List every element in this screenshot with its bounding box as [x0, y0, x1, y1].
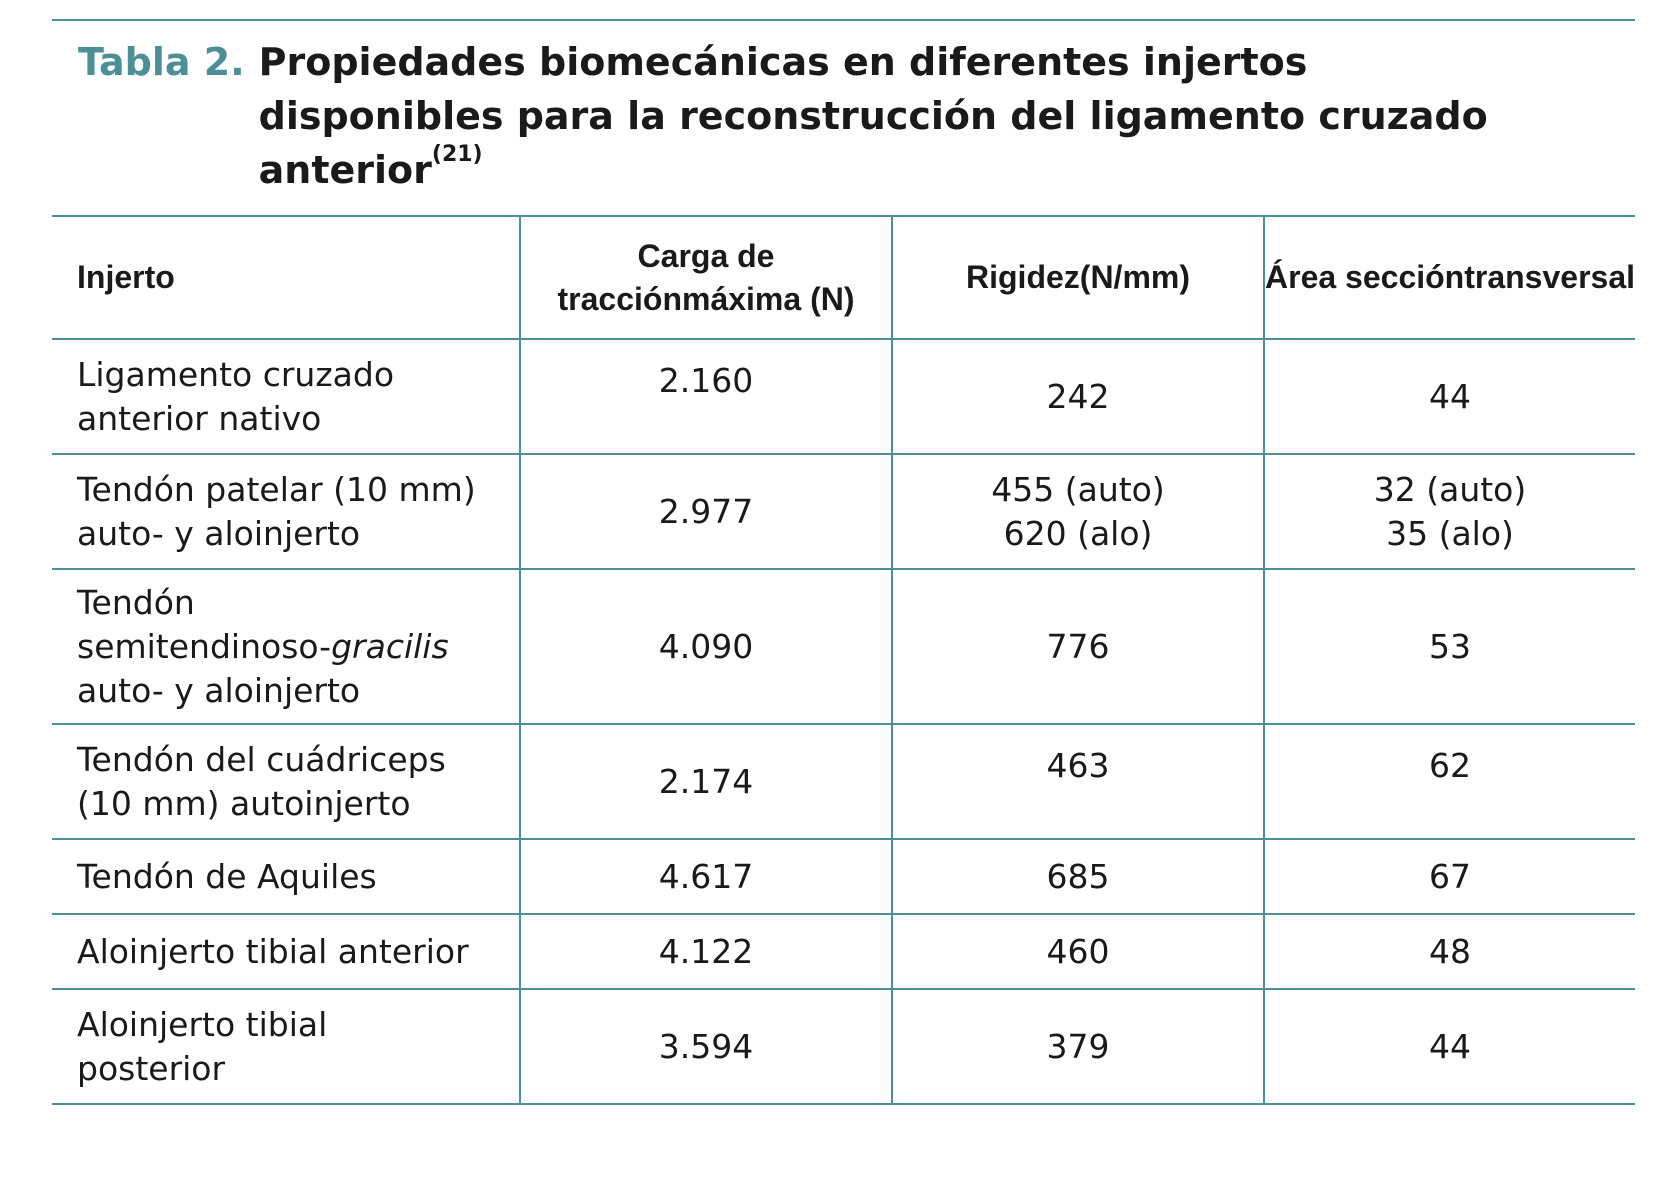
table-caption: Tabla 2. Propiedades biomecánicas en dif… — [78, 35, 1618, 197]
area-cell: 53 — [1263, 568, 1635, 725]
graft-cell: Tendón semitendinoso-gracilis auto- y aloi… — [52, 568, 520, 725]
graft-cell: Aloinjerto tibial anterior — [52, 913, 520, 990]
table-row: Ligamento cruzado anterior nativo 2.160 2… — [52, 338, 1635, 455]
load-cell: 2.977 — [519, 453, 892, 570]
stiffness-cell: 460 — [891, 913, 1264, 990]
area-cell: 62 — [1263, 723, 1635, 840]
graft-cell: Tendón del cuádriceps (10 mm) autoinjerto — [52, 723, 520, 840]
load-cell: 4.090 — [519, 568, 892, 725]
graft-cell: Tendón patelar (10 mm) auto- y aloinjerto — [52, 453, 520, 570]
biomechanical-properties-table: Injerto Carga de tracciónmáxima (N) Rigi… — [52, 215, 1635, 1105]
table-row: Tendón semitendinoso-gracilis auto- y aloi… — [52, 568, 1635, 725]
caption-reference: (21) — [431, 142, 483, 168]
caption-title-text: Propiedades biomecánicas en diferentes i… — [258, 40, 1488, 192]
load-cell: 4.617 — [519, 838, 892, 915]
table-row: Tendón del cuádriceps (10 mm) autoinjerto… — [52, 723, 1635, 840]
load-cell: 2.160 — [519, 338, 892, 455]
header-cross-section-area: Área seccióntransversal — [1263, 215, 1635, 340]
load-cell: 3.594 — [519, 988, 892, 1105]
area-cell: 44 — [1263, 338, 1635, 455]
stiffness-cell: 776 — [891, 568, 1264, 725]
table-row: Aloinjerto tibial anterior 4.122 460 48 — [52, 913, 1635, 990]
caption-title: Propiedades biomecánicas en diferentes i… — [259, 35, 1529, 197]
table-row: Tendón de Aquiles 4.617 685 67 — [52, 838, 1635, 915]
caption-label: Tabla 2. — [78, 40, 245, 84]
stiffness-cell: 455 (auto) 620 (alo) — [891, 453, 1264, 570]
area-cell: 44 — [1263, 988, 1635, 1105]
area-cell: 67 — [1263, 838, 1635, 915]
italic-gracilis: gracilis — [331, 626, 449, 666]
area-cell: 32 (auto) 35 (alo) — [1263, 453, 1635, 570]
table-header-row: Injerto Carga de tracciónmáxima (N) Rigi… — [52, 215, 1635, 340]
stiffness-cell: 242 — [891, 338, 1264, 455]
graft-cell: Aloinjerto tibial posterior — [52, 988, 520, 1105]
top-rule — [52, 19, 1635, 21]
load-cell: 2.174 — [519, 723, 892, 840]
table-row: Aloinjerto tibial posterior 3.594 379 44 — [52, 988, 1635, 1105]
table-row: Tendón patelar (10 mm) auto- y aloinjerto… — [52, 453, 1635, 570]
stiffness-cell: 379 — [891, 988, 1264, 1105]
header-stiffness: Rigidez(N/mm) — [891, 215, 1264, 340]
graft-cell: Ligamento cruzado anterior nativo — [52, 338, 520, 455]
graft-cell: Tendón de Aquiles — [52, 838, 520, 915]
stiffness-cell: 463 — [891, 723, 1264, 840]
header-graft: Injerto — [52, 215, 520, 340]
area-cell: 48 — [1263, 913, 1635, 990]
stiffness-cell: 685 — [891, 838, 1264, 915]
header-max-tensile-load: Carga de tracciónmáxima (N) — [519, 215, 892, 340]
load-cell: 4.122 — [519, 913, 892, 990]
